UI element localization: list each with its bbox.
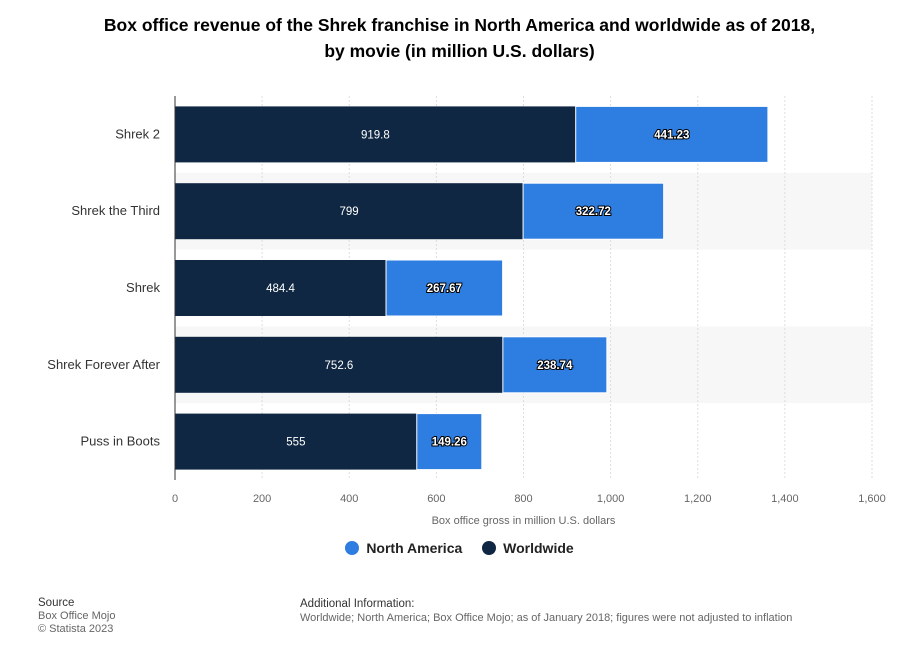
bar-north-america bbox=[385, 259, 504, 317]
data-label-worldwide: 555 bbox=[286, 437, 305, 449]
x-tick-label: 1,200 bbox=[684, 493, 712, 505]
bar-worldwide bbox=[175, 413, 417, 470]
chart-title-line-2: by movie (in million U.S. dollars) bbox=[324, 41, 595, 61]
data-label-north-america: 267.67 bbox=[427, 283, 462, 295]
additional-info-text: Worldwide; North America; Box Office Moj… bbox=[300, 612, 793, 624]
data-label-north-america: 149.26 bbox=[432, 437, 467, 449]
x-tick-label: 200 bbox=[253, 493, 271, 505]
data-label-worldwide: 752.6 bbox=[325, 360, 354, 372]
bar-north-america bbox=[416, 413, 483, 471]
legend-label-worldwide: Worldwide bbox=[503, 540, 574, 556]
x-tick-label: 0 bbox=[172, 493, 178, 505]
category-label: Shrek the Third bbox=[71, 203, 160, 218]
category-label: Shrek bbox=[126, 280, 160, 295]
additional-info-heading: Additional Information: bbox=[300, 598, 415, 610]
source-block: Source Box Office Mojo © Statista 2023 bbox=[38, 597, 115, 636]
data-label-north-america: 441.23 bbox=[654, 129, 689, 141]
data-label-worldwide: 799 bbox=[339, 206, 358, 218]
data-label-worldwide: 919.8 bbox=[361, 129, 390, 141]
chart-title-line-1: Box office revenue of the Shrek franchis… bbox=[103, 15, 816, 35]
x-tick-label: 800 bbox=[514, 493, 532, 505]
legend-label-north-america: North America bbox=[366, 540, 463, 556]
x-tick-label: 400 bbox=[340, 493, 358, 505]
bar-north-america bbox=[575, 105, 769, 163]
legend-swatch-north-america bbox=[345, 541, 360, 555]
data-label-north-america: 238.74 bbox=[537, 360, 573, 372]
x-tick-label: 1,400 bbox=[771, 493, 799, 505]
legend-swatch-worldwide bbox=[482, 541, 497, 555]
bar-worldwide bbox=[175, 336, 503, 393]
bar-worldwide bbox=[175, 183, 524, 240]
source-heading: Source bbox=[38, 597, 75, 609]
additional-info-block: Additional Information: Worldwide; North… bbox=[300, 597, 792, 625]
bar-chart: 0 200 400 600 800 1,000 1,200 1,400 1,600 Box off… bbox=[47, 96, 886, 527]
bar-north-america bbox=[522, 182, 665, 240]
data-label-worldwide: 484.4 bbox=[266, 283, 295, 295]
category-label: Shrek 2 bbox=[115, 126, 160, 141]
chart-title: Box office revenue of the Shrek franchis… bbox=[0, 12, 919, 64]
category-label: Shrek Forever After bbox=[47, 357, 160, 372]
bar-worldwide bbox=[175, 260, 387, 316]
copyright: © Statista 2023 bbox=[38, 623, 114, 635]
x-tick-label: 1,000 bbox=[597, 493, 625, 505]
bar-worldwide bbox=[175, 106, 576, 163]
category-label: Puss in Boots bbox=[81, 434, 161, 449]
x-axis-title: Box office gross in million U.S. dollars bbox=[432, 515, 616, 527]
bar-north-america bbox=[502, 336, 608, 394]
source-name[interactable]: Box Office Mojo bbox=[38, 610, 116, 622]
x-tick-label: 1,600 bbox=[858, 493, 886, 505]
legend-item-north-america[interactable]: North America bbox=[345, 540, 462, 556]
legend: North America Worldwide bbox=[0, 540, 919, 558]
legend-item-worldwide[interactable]: Worldwide bbox=[482, 540, 574, 556]
x-tick-label: 600 bbox=[427, 493, 445, 505]
data-label-north-america: 322.72 bbox=[576, 206, 611, 218]
